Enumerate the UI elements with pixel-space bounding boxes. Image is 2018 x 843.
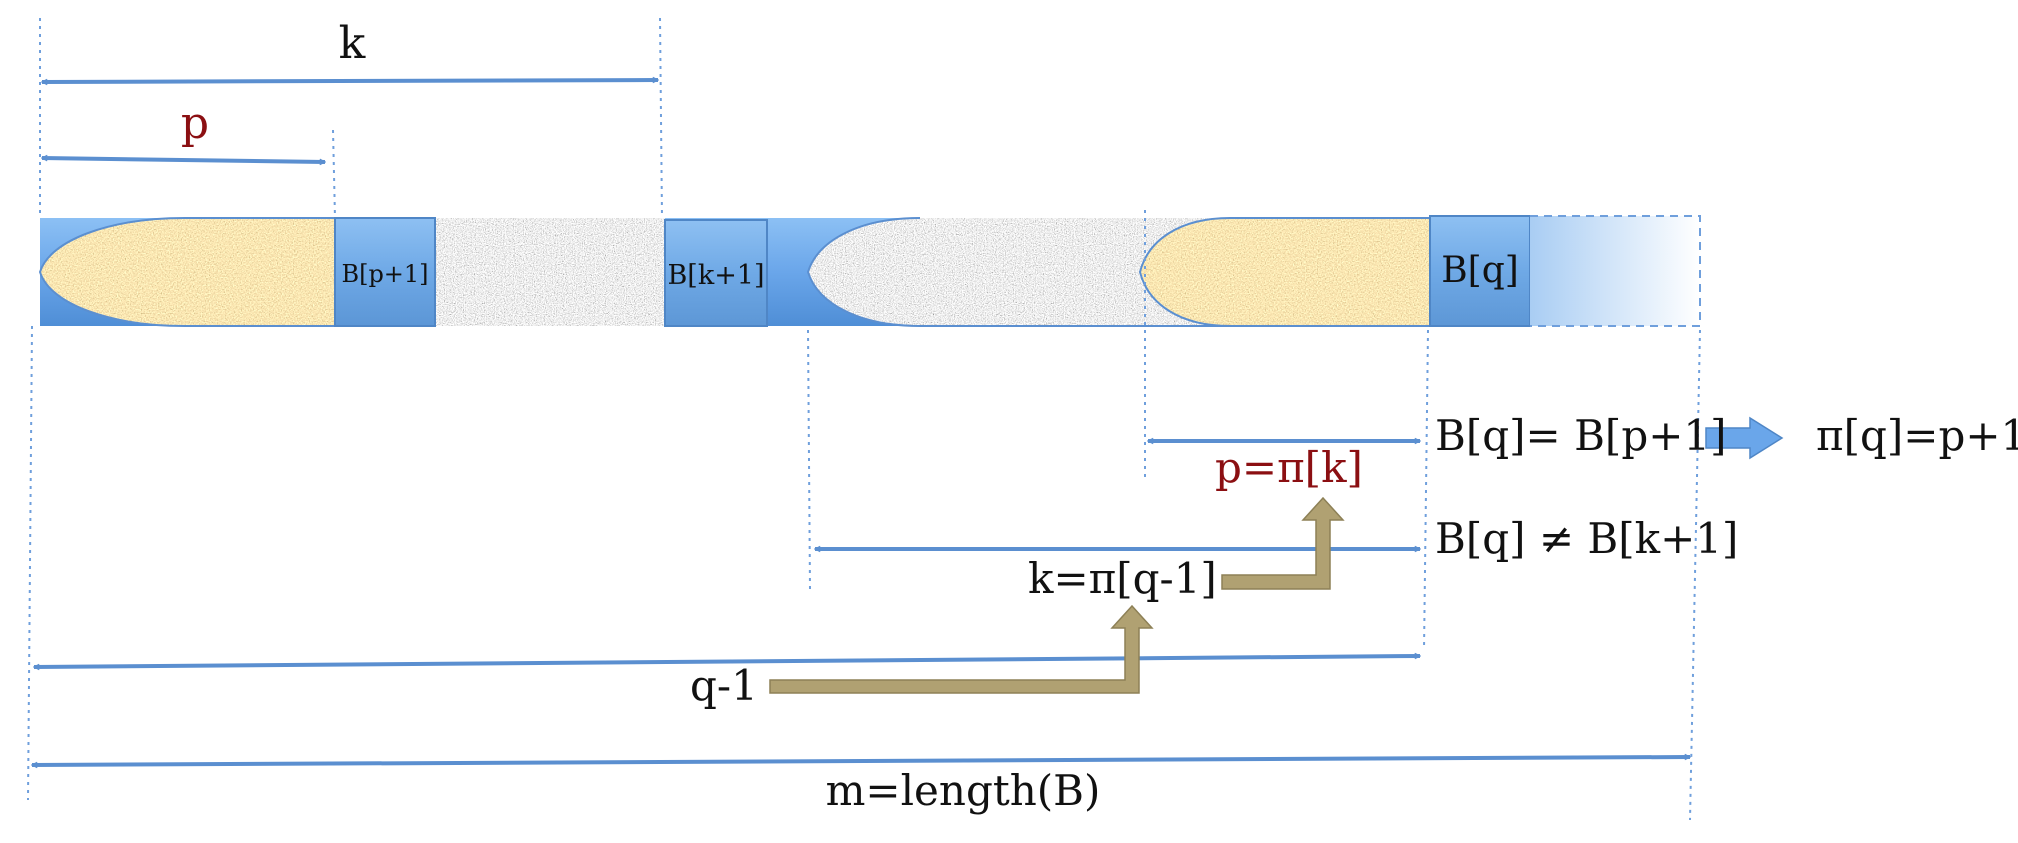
arrow-m (32, 757, 1690, 765)
label-p: p (181, 98, 209, 149)
guide-end (1689, 329, 1701, 821)
label-m-def: m=length(B) (826, 766, 1101, 815)
guide-q (1423, 329, 1429, 651)
arrow-p (42, 158, 325, 162)
measure-arrows (32, 80, 1690, 765)
label-q-minus-1: q-1 (690, 661, 758, 710)
cell-b-p1-label: B[p+1] (341, 260, 428, 288)
gold-arrow-k-to-p (1221, 496, 1345, 590)
implies-arrow-icon (1705, 416, 1784, 460)
guide-lines (27, 17, 1701, 821)
cell-b-q (1429, 215, 1531, 327)
guide-p (332, 129, 336, 219)
cell-b-p1 (334, 217, 436, 327)
label-neq: B[q] ≠ B[k+1] (1435, 514, 1738, 563)
label-k: k (339, 18, 366, 69)
label-result: π[q]=p+1 (1816, 411, 2018, 460)
label-p-def: p=π[k] (1215, 443, 1363, 492)
cell-b-q-label: B[q] (1441, 250, 1519, 291)
prefix-texture (40, 218, 335, 326)
arrow-q-1 (34, 656, 1420, 667)
bar-tail (1530, 216, 1700, 326)
guide-k (659, 17, 663, 219)
guide-start (27, 325, 33, 801)
gold-arrows (769, 496, 1345, 694)
arrow-k (42, 80, 658, 82)
gold-arrow-q1-to-k (769, 604, 1154, 694)
string-bar: B[p+1] B[k+1] B[q] (38, 215, 1701, 327)
granite-segment-1 (435, 218, 665, 326)
guide-k-segment (807, 329, 811, 591)
label-k-def: k=π[q-1] (1028, 554, 1217, 603)
label-eq-match: B[q]= B[p+1] (1435, 411, 1727, 460)
cell-b-k1 (664, 219, 768, 327)
burlap-segment (1140, 218, 1430, 326)
cell-b-k1-label: B[k+1] (667, 260, 764, 291)
